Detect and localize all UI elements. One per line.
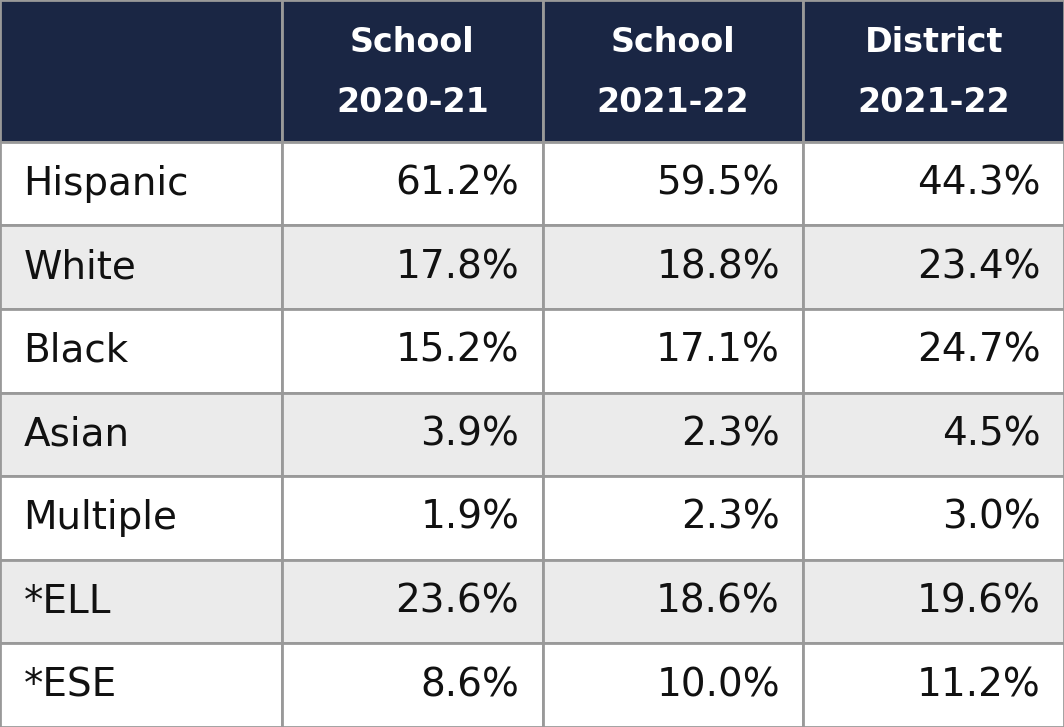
Text: Black: Black <box>23 332 129 370</box>
Bar <box>803 393 1064 476</box>
Text: 23.4%: 23.4% <box>917 248 1041 286</box>
Text: 61.2%: 61.2% <box>396 164 519 203</box>
Bar <box>803 309 1064 393</box>
Bar <box>282 560 543 643</box>
Text: School: School <box>611 26 735 59</box>
Text: *ESE: *ESE <box>23 666 117 704</box>
Bar <box>0 142 282 225</box>
Bar <box>803 476 1064 560</box>
Text: White: White <box>23 248 136 286</box>
Bar <box>543 393 803 476</box>
Bar <box>282 309 543 393</box>
Text: 44.3%: 44.3% <box>917 164 1041 203</box>
Bar <box>543 560 803 643</box>
Text: 1.9%: 1.9% <box>420 499 519 537</box>
Bar <box>543 142 803 225</box>
Bar <box>282 0 543 142</box>
Text: 2020-21: 2020-21 <box>336 86 488 119</box>
Text: 19.6%: 19.6% <box>917 582 1041 621</box>
Bar <box>0 225 282 309</box>
Bar <box>803 560 1064 643</box>
Bar <box>282 142 543 225</box>
Text: Multiple: Multiple <box>23 499 178 537</box>
Bar <box>543 476 803 560</box>
Bar <box>803 643 1064 727</box>
Bar <box>0 393 282 476</box>
Text: 8.6%: 8.6% <box>420 666 519 704</box>
Text: School: School <box>350 26 475 59</box>
Bar <box>543 309 803 393</box>
Text: 3.9%: 3.9% <box>420 415 519 454</box>
Bar <box>543 643 803 727</box>
Bar <box>0 476 282 560</box>
Text: Asian: Asian <box>23 415 130 454</box>
Bar <box>282 393 543 476</box>
Text: 18.8%: 18.8% <box>656 248 780 286</box>
Text: 2021-22: 2021-22 <box>858 86 1010 119</box>
Text: 59.5%: 59.5% <box>656 164 780 203</box>
Text: 23.6%: 23.6% <box>396 582 519 621</box>
Text: 24.7%: 24.7% <box>917 332 1041 370</box>
Bar <box>803 0 1064 142</box>
Text: Hispanic: Hispanic <box>23 164 189 203</box>
Bar <box>282 643 543 727</box>
Text: 2.3%: 2.3% <box>681 499 780 537</box>
Bar <box>0 0 282 142</box>
Text: 17.8%: 17.8% <box>396 248 519 286</box>
Text: 10.0%: 10.0% <box>656 666 780 704</box>
Text: 11.2%: 11.2% <box>917 666 1041 704</box>
Bar <box>282 476 543 560</box>
Bar <box>543 0 803 142</box>
Bar <box>0 643 282 727</box>
Text: 2.3%: 2.3% <box>681 415 780 454</box>
Text: 4.5%: 4.5% <box>942 415 1041 454</box>
Bar <box>803 142 1064 225</box>
Text: 2021-22: 2021-22 <box>597 86 749 119</box>
Text: 15.2%: 15.2% <box>396 332 519 370</box>
Text: *ELL: *ELL <box>23 582 111 621</box>
Text: District: District <box>864 26 1003 59</box>
Bar <box>282 225 543 309</box>
Bar <box>543 225 803 309</box>
Bar <box>0 309 282 393</box>
Text: 17.1%: 17.1% <box>656 332 780 370</box>
Bar <box>803 225 1064 309</box>
Text: 3.0%: 3.0% <box>942 499 1041 537</box>
Bar <box>0 560 282 643</box>
Text: 18.6%: 18.6% <box>656 582 780 621</box>
